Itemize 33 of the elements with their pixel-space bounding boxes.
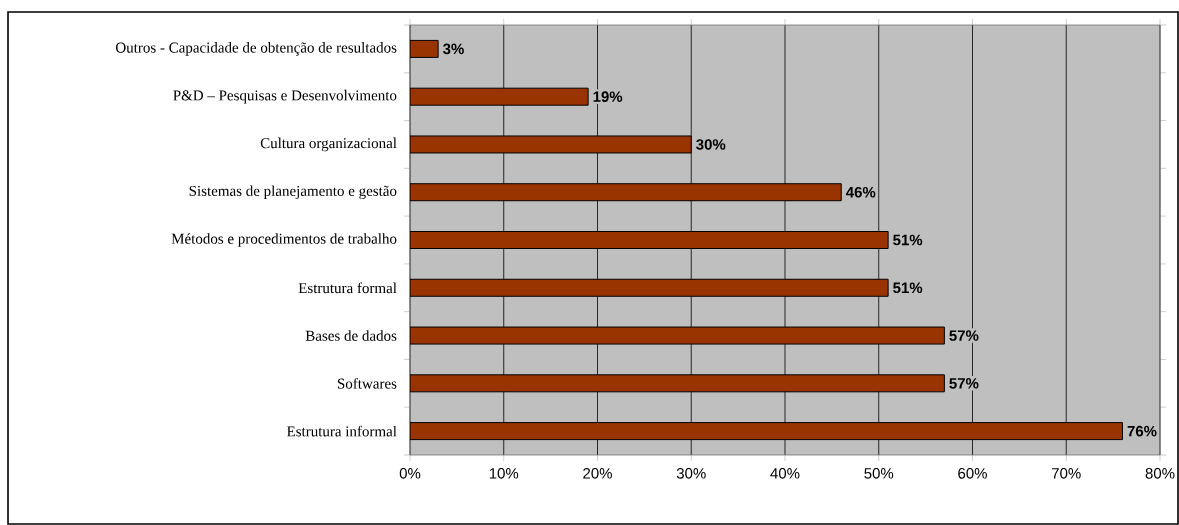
data-label: 76% — [1127, 425, 1157, 437]
x-tick-label: 30% — [676, 468, 706, 479]
y-tick-label: Softwares — [337, 377, 397, 389]
x-tick-label: 50% — [864, 468, 894, 479]
data-label: 46% — [845, 186, 876, 198]
y-tick-label: Cultura organizacional — [260, 137, 397, 152]
x-tick-label: 20% — [583, 468, 612, 479]
y-tick-label: Métodos e procedimentos de trabalho — [171, 233, 397, 247]
y-tick-label: Sistemas de planejamento e gestão — [189, 185, 397, 200]
y-tick-label: Estrutura formal — [298, 282, 397, 294]
bar — [410, 87, 589, 106]
y-tick-label: Outros - Capacidade de obtenção de resultados — [116, 42, 397, 56]
data-label: 3% — [442, 43, 464, 55]
bar — [410, 422, 1123, 441]
data-label: 30% — [696, 139, 726, 150]
x-tick-label: 60% — [958, 468, 987, 479]
data-label: 51% — [893, 282, 923, 294]
y-tick-label: P&D – Pesquisas e Desenvolvimento — [173, 89, 397, 104]
data-label: 57% — [949, 378, 979, 389]
y-tick-label: Estrutura informal — [287, 425, 397, 437]
bar — [410, 278, 889, 297]
x-tick-label: 0% — [399, 468, 421, 479]
x-tick-label: 80% — [1145, 468, 1175, 479]
data-label: 51% — [893, 234, 923, 246]
bar — [410, 374, 945, 393]
y-tick-label: Bases de dados — [305, 330, 397, 341]
x-tick-label: 10% — [489, 468, 519, 479]
data-label: 57% — [949, 330, 979, 341]
data-label: 19% — [593, 91, 623, 102]
x-tick-label: 40% — [770, 468, 800, 479]
x-tick-label: 70% — [1052, 468, 1081, 479]
bar — [410, 231, 889, 250]
bar — [410, 183, 842, 202]
